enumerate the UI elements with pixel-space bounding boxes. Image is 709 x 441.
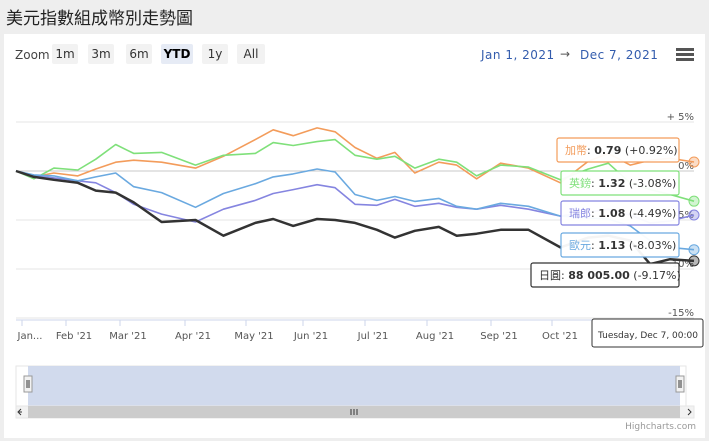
- series-end-marker: [688, 195, 700, 207]
- tooltip-series-name: 歐元: [569, 238, 591, 252]
- credit-link[interactable]: Highcharts.com: [625, 422, 696, 432]
- svg-text:加幣: 0.79 (+0.92%): 加幣: 0.79 (+0.92%): [565, 144, 678, 157]
- zoom-label: Zoom: [15, 48, 50, 62]
- tooltip-change: (+0.92%): [621, 144, 677, 157]
- tooltip-series-name: 日圓: [539, 269, 561, 282]
- series-end-marker: [688, 255, 700, 267]
- tooltip-series-name: 英鎊: [569, 176, 591, 190]
- zoom-1m-button[interactable]: 1m: [52, 44, 78, 64]
- tooltip-box-3: 歐元: 1.13 (-8.03%): [560, 232, 680, 258]
- hamburger-icon[interactable]: [676, 48, 694, 61]
- x-tick-label: Feb '21: [56, 331, 92, 342]
- zoom-ytd-button[interactable]: YTD: [161, 44, 193, 64]
- y-tick-label: -5%: [675, 210, 694, 221]
- x-tick-label: Mar '21: [109, 331, 147, 342]
- tooltip-box-4: 日圓: 88 005.00 (-9.17%): [530, 262, 681, 288]
- tooltip-change: (-3.08%): [625, 177, 676, 190]
- range-arrow: →: [560, 47, 571, 61]
- x-tick-label: Apr '21: [175, 331, 211, 342]
- navigator[interactable]: [15, 365, 695, 419]
- range-to-input[interactable]: Dec 7, 2021: [580, 48, 659, 62]
- tooltip-change: (-4.49%): [625, 207, 676, 220]
- tooltip-change: (-9.17%): [630, 269, 681, 282]
- tooltip-value: 0.79: [594, 144, 621, 157]
- navigator-selection: [28, 366, 680, 406]
- zoom-1y-button[interactable]: 1y: [202, 44, 228, 64]
- y-tick-label: 0%: [678, 161, 694, 172]
- navigator-handle: [23, 375, 33, 393]
- series-end-marker: [688, 244, 700, 256]
- tooltip-box-0: 加幣: 0.79 (+0.92%): [556, 137, 680, 163]
- tooltip-value: 1.13: [598, 239, 625, 252]
- tooltip-value: 1.08: [598, 207, 625, 220]
- svg-text:歐元: 1.13 (-8.03%): 歐元: 1.13 (-8.03%): [569, 238, 676, 252]
- scroll-right-arrow: [687, 408, 692, 416]
- x-tick-label: Jan...: [17, 331, 43, 342]
- range-from-input[interactable]: Jan 1, 2021: [481, 48, 555, 62]
- tooltip-change: (-8.03%): [625, 239, 676, 252]
- x-tick-label: May '21: [234, 331, 273, 342]
- series-line-1: [15, 138, 695, 202]
- tooltip-date-box: Tuesday, Dec 7, 00:00: [591, 318, 704, 348]
- svg-text:英鎊: 1.32 (-3.08%): 英鎊: 1.32 (-3.08%): [569, 176, 676, 190]
- tooltip-date: Tuesday, Dec 7, 00:00: [597, 331, 698, 341]
- svg-text:日圓: 88 005.00 (-9.17%): 日圓: 88 005.00 (-9.17%): [539, 269, 681, 282]
- tooltip-value: 1.32: [598, 177, 625, 190]
- x-tick-label: Jun '21: [293, 331, 328, 342]
- x-tick-label: Sep '21: [480, 331, 518, 342]
- tooltip-value: 88 005.00: [568, 269, 630, 282]
- navigator-handle: [675, 375, 685, 393]
- series-end-marker: [688, 209, 700, 221]
- zoom-all-button[interactable]: All: [237, 44, 265, 64]
- zoom-3m-button[interactable]: 3m: [88, 44, 114, 64]
- series-end-marker: [688, 156, 700, 168]
- y-tick-label: -15%: [668, 308, 694, 319]
- x-tick-label: Jul '21: [357, 331, 389, 342]
- x-tick-label: Aug '21: [416, 331, 454, 342]
- svg-text:瑞郎: 1.08 (-4.49%): 瑞郎: 1.08 (-4.49%): [569, 206, 676, 220]
- tooltip-series-name: 加幣: [565, 144, 587, 157]
- scroll-left-arrow: [17, 408, 22, 416]
- y-tick-label: + 5%: [667, 112, 694, 123]
- zoom-6m-button[interactable]: 6m: [126, 44, 152, 64]
- tooltip-series-name: 瑞郎: [569, 206, 591, 220]
- y-tick-label: -10%: [668, 259, 694, 270]
- tooltip-box-1: 英鎊: 1.32 (-3.08%): [560, 170, 680, 196]
- page-title: 美元指數組成幣別走勢圖: [6, 9, 193, 29]
- x-tick-label: Oct '21: [542, 331, 578, 342]
- tooltip-box-2: 瑞郎: 1.08 (-4.49%): [560, 200, 680, 226]
